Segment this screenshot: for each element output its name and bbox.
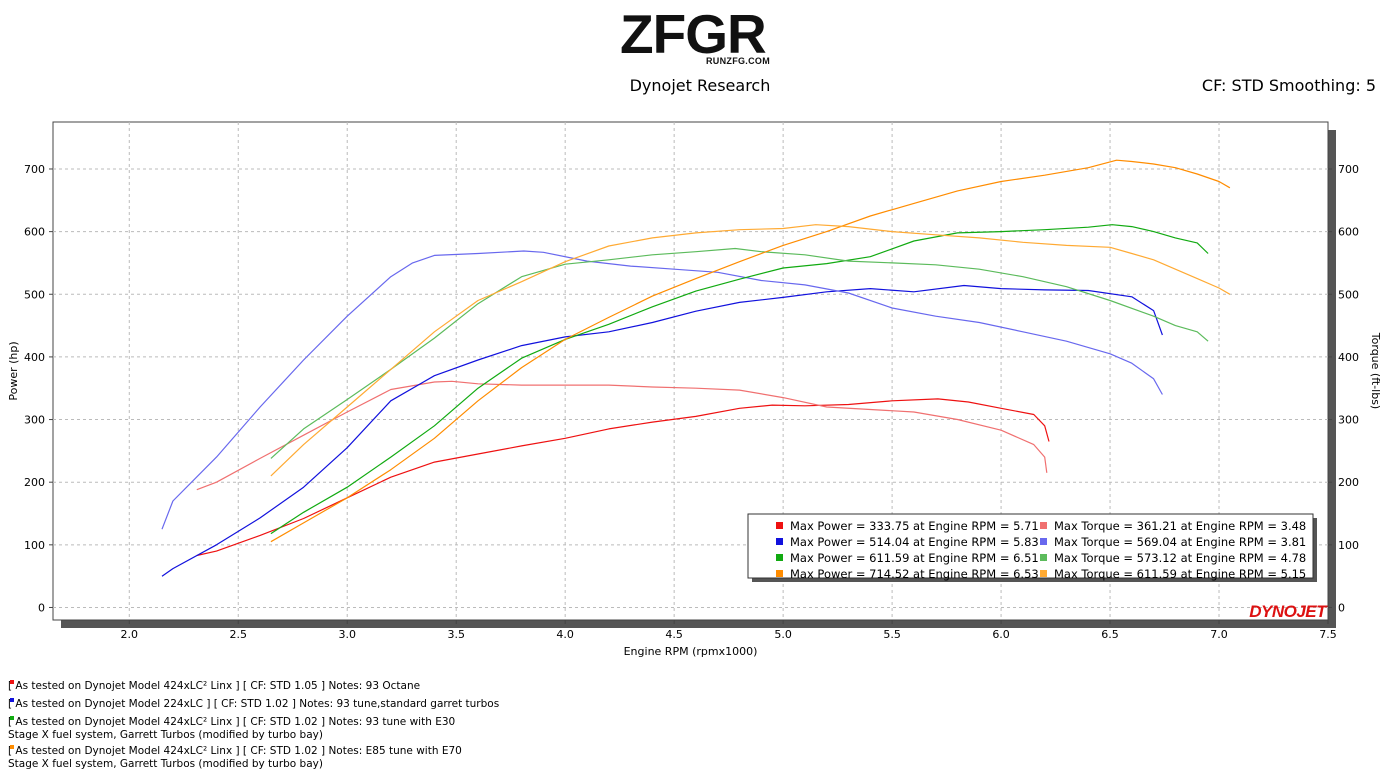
dyno-chart: 2.0 2.5 3.0 3.5 4.0 4.5 5.0 5.5 6.0 6.5 7.0 7.5 0 0 10… [7, 121, 1382, 658]
y-tick-label-left: 600 [24, 226, 45, 239]
y-tick-label-left: 200 [24, 476, 45, 489]
run-color-marker [10, 680, 14, 684]
run-note-text: [ As tested on Dynojet Model 424xLC² Lin… [8, 745, 462, 757]
y-tick-label-left: 300 [24, 414, 45, 427]
legend-entry: Max Power = 333.75 at Engine RPM = 5.71 [790, 519, 1039, 533]
legend-swatch [1040, 522, 1047, 529]
y-tick-label-left: 500 [24, 288, 45, 301]
legend-swatch [1040, 570, 1047, 577]
logo-wordmark: ZFGR [620, 3, 767, 65]
legend-swatch [1040, 538, 1047, 545]
run-note-text: [ As tested on Dynojet Model 424xLC² Lin… [8, 716, 456, 728]
logo-url: RUNZFG.COM [706, 56, 770, 66]
x-tick-label: 6.5 [1101, 628, 1119, 641]
run-note-3: [ As tested on Dynojet Model 424xLC² Lin… [8, 742, 499, 771]
run-note-text: [ As tested on Dynojet Model 424xLC² Lin… [8, 680, 421, 692]
legend-entry: Max Torque = 611.59 at Engine RPM = 5.15 [1054, 567, 1306, 581]
correction-smoothing-label: CF: STD Smoothing: 5 [1201, 76, 1376, 95]
x-tick-label: 5.0 [774, 628, 792, 641]
chart-title: Dynojet Research [629, 76, 771, 95]
series-line-torque-1 [196, 380, 1048, 491]
x-tick-label: 3.0 [338, 628, 356, 641]
legend-box [747, 513, 1314, 579]
x-tick-label: 3.5 [447, 628, 465, 641]
series-line-torque-7 [270, 224, 1231, 477]
y-tick-label-right: 500 [1338, 288, 1359, 301]
legend-swatch [776, 522, 783, 529]
legend-entry: Max Power = 714.52 at Engine RPM = 6.53 [790, 567, 1039, 581]
y2-axis-label: Torque (ft-lbs) [1369, 332, 1382, 409]
x-tick-label: 4.0 [556, 628, 574, 641]
y-tick-label-right: 0 [1338, 601, 1345, 614]
x-tick-label: 4.5 [665, 628, 683, 641]
run-color-marker [10, 716, 14, 720]
x-tick-label: 7.0 [1210, 628, 1228, 641]
series-line-power-2 [161, 284, 1163, 577]
run-note-0: [ As tested on Dynojet Model 424xLC² Lin… [8, 677, 499, 695]
legend-swatch [776, 538, 783, 545]
y-tick-label-right: 400 [1338, 351, 1359, 364]
x-tick-label: 6.0 [992, 628, 1010, 641]
run-notes: [ As tested on Dynojet Model 424xLC² Lin… [8, 677, 499, 771]
legend-entry: Max Power = 611.59 at Engine RPM = 6.51 [790, 551, 1039, 565]
dynojet-logo: DYNOJET [1249, 602, 1328, 621]
y-tick-label-left: 400 [24, 351, 45, 364]
run-color-marker [10, 745, 14, 749]
y-tick-label-left: 100 [24, 539, 45, 552]
legend-swatch [1040, 554, 1047, 561]
y-tick-label-right: 100 [1338, 539, 1359, 552]
y-tick-label-right: 700 [1338, 163, 1359, 176]
series-line-power-0 [196, 398, 1050, 557]
y-tick-label-left: 700 [24, 163, 45, 176]
x-tick-label: 5.5 [883, 628, 901, 641]
y-tick-label-right: 600 [1338, 226, 1359, 239]
series-line-torque-3 [161, 250, 1163, 530]
run-note-detail: Stage X fuel system, Garrett Turbos (mod… [8, 729, 323, 741]
y-tick-label-right: 300 [1338, 414, 1359, 427]
run-note-text: [ As tested on Dynojet Model 224xLC ] [ … [8, 698, 500, 710]
legend-swatch [776, 554, 783, 561]
legend-entry: Max Torque = 361.21 at Engine RPM = 3.48 [1054, 519, 1306, 533]
x-tick-label: 2.5 [230, 628, 248, 641]
x-tick-label: 2.0 [121, 628, 139, 641]
y-tick-label-left: 0 [38, 601, 45, 614]
legend-entry: Max Torque = 569.04 at Engine RPM = 3.81 [1054, 535, 1306, 549]
y-axis-label: Power (hp) [7, 341, 20, 400]
zfgr-logo: ZFGR RUNZFG.COM [620, 3, 772, 70]
series-line-power-6 [270, 159, 1231, 543]
legend-swatch [776, 570, 783, 577]
run-note-1: [ As tested on Dynojet Model 224xLC ] [ … [8, 695, 499, 713]
series-line-torque-5 [270, 247, 1209, 459]
legend-entry: Max Torque = 573.12 at Engine RPM = 4.78 [1054, 551, 1306, 565]
legend-entry: Max Power = 514.04 at Engine RPM = 5.83 [790, 535, 1039, 549]
x-tick-label: 7.5 [1319, 628, 1337, 641]
run-note-2: [ As tested on Dynojet Model 424xLC² Lin… [8, 713, 499, 742]
series-line-power-4 [270, 224, 1209, 535]
run-color-marker [10, 698, 14, 702]
run-note-detail: Stage X fuel system, Garrett Turbos (mod… [8, 758, 323, 770]
y-tick-label-right: 200 [1338, 476, 1359, 489]
x-axis-label: Engine RPM (rpmx1000) [624, 645, 758, 658]
